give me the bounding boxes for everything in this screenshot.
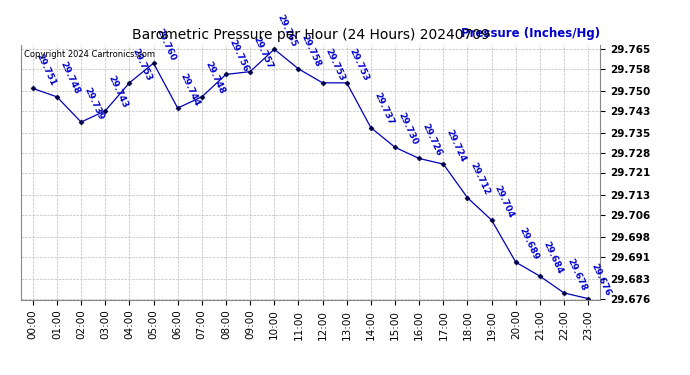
Text: 29.748: 29.748 [203, 60, 226, 96]
Text: 29.765: 29.765 [275, 13, 298, 48]
Text: Pressure (Inches/Hg): Pressure (Inches/Hg) [461, 27, 600, 40]
Text: 29.684: 29.684 [541, 240, 564, 275]
Text: 29.756: 29.756 [227, 38, 250, 74]
Text: 29.712: 29.712 [469, 162, 491, 197]
Text: 29.730: 29.730 [396, 111, 419, 147]
Text: 29.757: 29.757 [251, 35, 275, 71]
Text: 29.760: 29.760 [155, 27, 177, 62]
Text: 29.726: 29.726 [420, 122, 443, 158]
Text: Copyright 2024 Cartronics.com: Copyright 2024 Cartronics.com [23, 50, 155, 59]
Text: 29.758: 29.758 [299, 33, 322, 68]
Text: 29.724: 29.724 [444, 128, 468, 163]
Text: 29.753: 29.753 [130, 46, 153, 82]
Text: 29.689: 29.689 [517, 226, 540, 261]
Text: 29.748: 29.748 [58, 60, 81, 96]
Text: 29.753: 29.753 [348, 46, 371, 82]
Text: 29.676: 29.676 [589, 262, 612, 298]
Text: 29.753: 29.753 [324, 46, 346, 82]
Text: 29.744: 29.744 [179, 72, 202, 107]
Text: 29.751: 29.751 [34, 52, 57, 88]
Text: 29.678: 29.678 [565, 257, 588, 292]
Text: 29.739: 29.739 [82, 86, 106, 121]
Text: 29.737: 29.737 [372, 91, 395, 127]
Title: Barometric Pressure per Hour (24 Hours) 20240709: Barometric Pressure per Hour (24 Hours) … [132, 28, 489, 42]
Text: 29.743: 29.743 [106, 75, 130, 110]
Text: 29.704: 29.704 [493, 184, 515, 219]
